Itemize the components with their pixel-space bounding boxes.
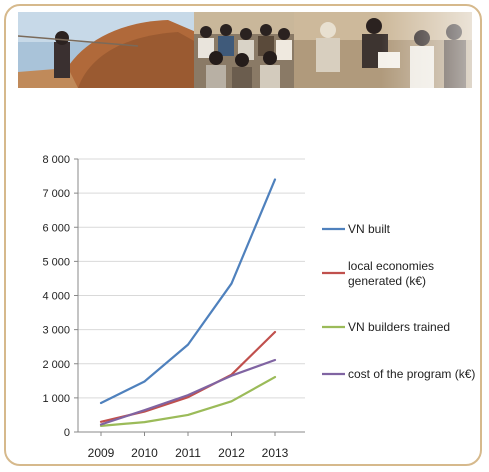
photo-banner [18,12,472,88]
y-tick-label: 8 000 [42,154,70,166]
data-point [274,331,276,333]
data-point [187,396,189,398]
legend-item: VN built [322,222,391,236]
data-point [230,375,233,377]
data-point [274,178,276,181]
series-line-2 [99,375,277,427]
y-tick-label: 1 000 [42,393,70,405]
legend-label: cost of the program (k€) [348,367,475,381]
y-tick-label: 5 000 [42,256,70,268]
data-point [187,414,189,416]
y-tick-label: 3 000 [42,325,70,337]
series-layer [99,178,277,427]
data-point [100,423,102,426]
data-point [230,400,233,402]
axis-layer: 0 1 000 2 000 3 000 4 000 5 000 6 000 7 000 8 00… [42,154,305,460]
x-tick-label: 2010 [131,446,158,460]
data-point [274,359,276,361]
legend-label: VN builders trained [348,320,450,334]
data-point [274,376,276,378]
x-tick-label: 2009 [88,446,115,460]
x-tick-label: 2012 [218,446,245,460]
data-point [100,421,102,423]
legend-label: VN built [348,222,391,236]
data-point [143,421,146,423]
data-point [143,409,146,411]
legend-item: cost of the program (k€) [322,367,475,381]
y-tick-label: 2 000 [42,359,70,371]
data-point [187,394,189,396]
x-tick-label: 2013 [262,446,289,460]
y-tick-label: 0 [64,427,70,439]
x-tick-label: 2011 [175,446,201,460]
data-point [100,402,102,404]
data-point [143,380,146,383]
legend-item: local economies generated (k€) [322,259,434,288]
grid-layer [78,158,305,399]
data-point [100,425,102,427]
legend-item: VN builders trained [322,320,450,334]
data-point [230,282,233,285]
legend-label: local economies generated (k€) [348,259,434,288]
y-tick-label: 4 000 [42,291,70,303]
legend-layer: VN built local economies generated (k€) VN … [322,222,475,381]
data-point [187,344,189,346]
y-tick-label: 7 000 [42,188,70,200]
chart-card [4,4,482,466]
y-tick-label: 6 000 [42,222,70,234]
banner-fade [18,12,472,88]
